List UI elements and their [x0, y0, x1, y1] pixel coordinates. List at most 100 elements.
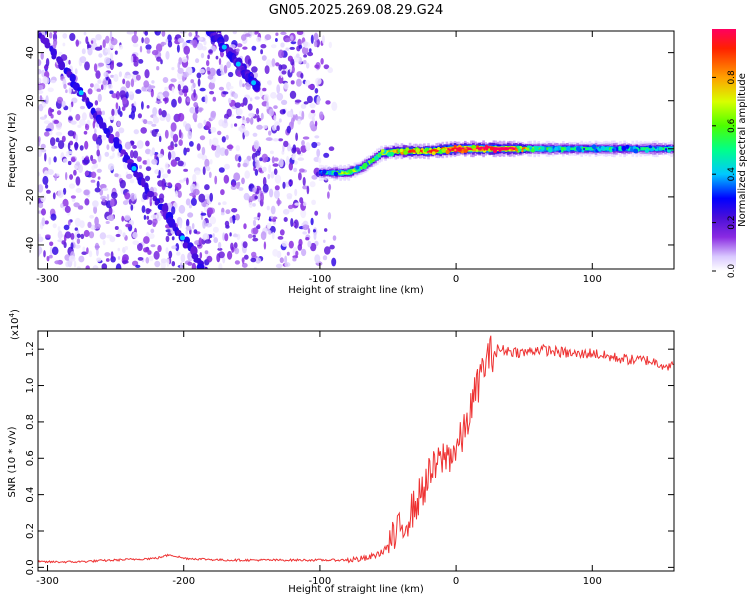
noise-blob — [223, 174, 229, 184]
noise-blob — [130, 78, 135, 88]
noise-blob — [90, 40, 94, 44]
noise-blob — [157, 245, 162, 253]
signal-track-speckle — [346, 170, 349, 173]
noise-blob — [280, 31, 287, 35]
noise-blob — [122, 97, 128, 105]
noise-blob — [273, 105, 278, 109]
noise-blob — [137, 257, 144, 261]
diagonal-feature-blob — [44, 41, 51, 49]
noise-blob — [251, 31, 255, 36]
noise-blob — [321, 35, 325, 44]
noise-blob — [291, 154, 296, 160]
noise-blob — [142, 160, 148, 165]
noise-blob — [260, 49, 263, 55]
noise-blob — [197, 78, 201, 87]
noise-blob — [302, 231, 308, 235]
noise-blob — [165, 235, 170, 243]
noise-blob — [74, 244, 81, 249]
signal-track-segment — [506, 147, 510, 151]
noise-blob — [161, 31, 166, 37]
diagonal-feature-blob — [196, 263, 205, 269]
noise-blob — [195, 58, 200, 64]
noise-blob — [202, 166, 206, 176]
noise-blob — [196, 42, 204, 51]
noise-blob — [175, 190, 178, 197]
noise-blob — [124, 214, 131, 221]
noise-blob — [200, 52, 205, 59]
noise-blob — [133, 60, 139, 67]
noise-blob — [92, 133, 98, 142]
noise-blob — [153, 250, 160, 260]
noise-blob — [187, 130, 193, 140]
noise-blob — [224, 148, 229, 156]
signal-track-speckle — [618, 145, 622, 149]
signal-track-segment — [611, 147, 614, 151]
signal-track-speckle — [591, 144, 597, 150]
noise-blob — [286, 193, 293, 199]
noise-blob — [55, 131, 63, 136]
diagonal-feature-peak — [221, 44, 227, 50]
noise-blob — [38, 149, 42, 157]
signal-track-segment — [570, 147, 573, 151]
noise-blob — [57, 230, 63, 240]
noise-blob — [171, 86, 175, 93]
noise-blob — [257, 212, 261, 218]
noise-blob — [301, 248, 307, 257]
noise-blob — [138, 59, 144, 64]
noise-blob — [210, 110, 217, 118]
noise-blob — [73, 169, 77, 176]
diagonal-feature-blob — [38, 31, 41, 34]
noise-blob — [93, 163, 98, 169]
noise-blob — [61, 240, 66, 245]
noise-blob — [137, 243, 143, 251]
noise-blob — [73, 260, 77, 268]
noise-blob — [94, 100, 99, 106]
noise-blob — [81, 251, 87, 255]
noise-blob — [110, 251, 114, 259]
noise-blob — [181, 56, 188, 63]
noise-blob — [177, 37, 184, 43]
noise-blob — [161, 110, 167, 118]
noise-blob — [260, 192, 264, 203]
signal-track-speckle — [600, 146, 606, 151]
noise-blob — [116, 62, 123, 67]
noise-blob — [302, 185, 308, 190]
y-tick-label: 1.2 — [25, 341, 36, 357]
x-tick-label: -300 — [36, 576, 59, 587]
noise-blob — [94, 128, 97, 135]
noise-blob — [74, 141, 79, 151]
signal-track-speckle — [534, 146, 539, 151]
spectrogram-x-label: Height of straight line (km) — [288, 285, 424, 296]
noise-blob — [250, 257, 257, 263]
noise-blob — [208, 81, 215, 90]
y-tick-label: 0 — [25, 146, 36, 152]
snr-series-line — [38, 335, 674, 564]
noise-blob — [145, 140, 150, 147]
signal-track-speckle — [666, 148, 672, 153]
signal-track-speckle — [322, 169, 327, 174]
signal-track-segment — [498, 147, 502, 151]
noise-blob — [141, 205, 146, 214]
noise-blob — [315, 77, 322, 85]
noise-blob — [268, 164, 272, 174]
noise-blob — [108, 206, 113, 215]
noise-blob — [170, 130, 174, 139]
noise-blob — [80, 233, 85, 240]
y-tick-label: 1.0 — [25, 378, 36, 394]
noise-blob — [133, 129, 139, 135]
noise-blob — [75, 133, 78, 142]
noise-blob — [178, 204, 186, 214]
noise-blob — [290, 218, 294, 227]
noise-blob — [45, 95, 49, 105]
diagonal-feature-blob — [154, 200, 159, 206]
noise-blob — [145, 44, 152, 50]
noise-blob — [99, 45, 103, 51]
noise-blob — [38, 103, 44, 112]
signal-track-speckle — [554, 146, 558, 151]
noise-blob — [311, 174, 318, 180]
noise-blob — [92, 265, 99, 269]
noise-blob — [176, 251, 181, 256]
signal-track-segment — [580, 147, 583, 151]
noise-blob — [274, 174, 282, 184]
noise-blob — [325, 100, 331, 105]
